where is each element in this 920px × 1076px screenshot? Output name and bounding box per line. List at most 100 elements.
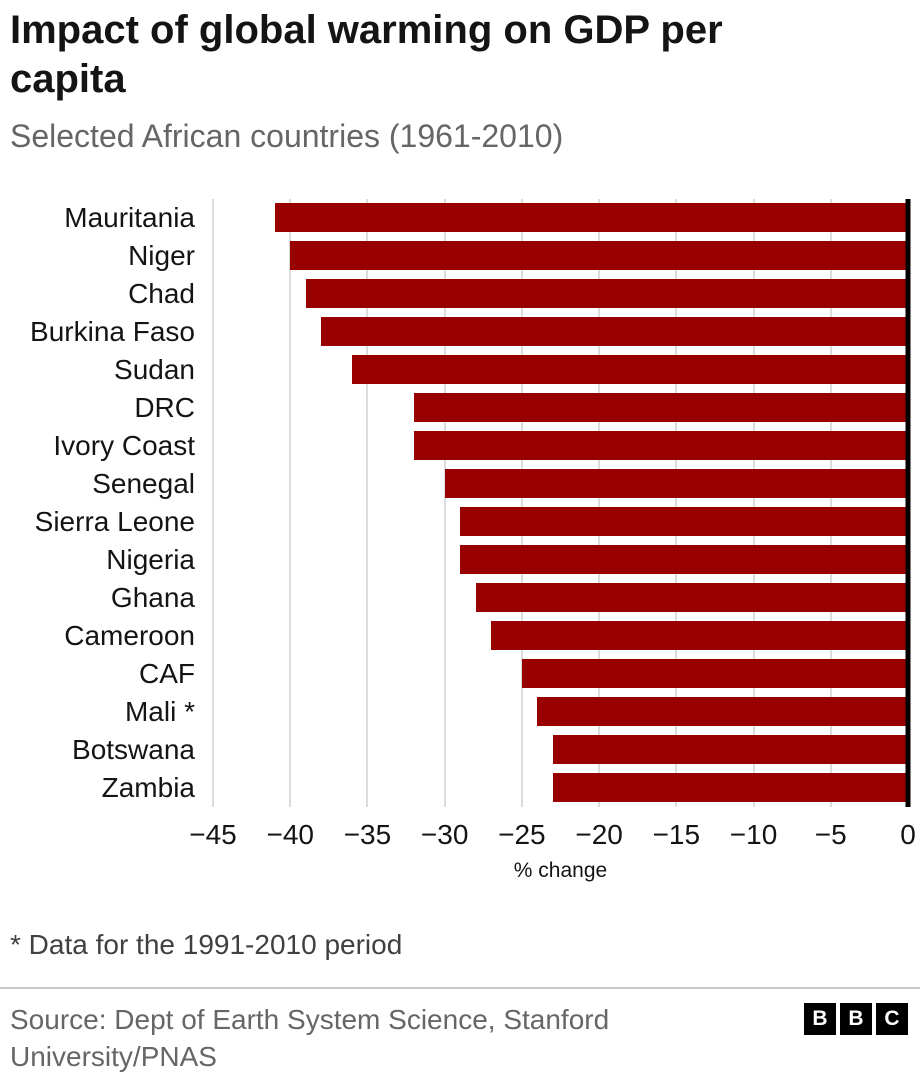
category-label: Zambia — [101, 771, 195, 803]
category-label: Ivory Coast — [53, 429, 195, 461]
category-label: Chad — [128, 277, 195, 309]
bar-track — [213, 507, 908, 537]
bar-track — [213, 469, 908, 499]
chart-row: Sudan — [10, 351, 908, 389]
x-tick-label: −15 — [652, 818, 701, 850]
chart-title: Impact of global warming on GDP per capi… — [10, 8, 723, 101]
zero-baseline — [905, 198, 911, 807]
divider — [0, 986, 920, 989]
category-label: Senegal — [92, 467, 195, 499]
bar — [444, 469, 908, 499]
chart-subtitle: Selected African countries (1961-2010) — [10, 117, 564, 154]
bbc-logo-letter: B — [804, 1002, 836, 1035]
bar-track — [213, 393, 908, 423]
bar — [537, 697, 908, 727]
chart-row: Mauritania — [10, 199, 908, 237]
bar — [290, 241, 908, 271]
gridline — [598, 198, 601, 807]
category-label: Burkina Faso — [30, 315, 195, 347]
gridline — [675, 198, 678, 807]
bar — [460, 507, 908, 537]
bar-track — [213, 317, 908, 347]
x-axis-title: % change — [513, 858, 608, 882]
bar — [413, 393, 908, 423]
chart-row: Botswana — [10, 731, 908, 769]
bar — [460, 545, 908, 575]
bar — [552, 735, 908, 765]
bar — [321, 317, 908, 347]
category-label: Sudan — [114, 353, 195, 385]
x-tick-label: −40 — [266, 818, 314, 850]
x-tick-label: 0 — [900, 818, 916, 850]
bar-track — [213, 583, 908, 613]
chart-row: Zambia — [10, 769, 908, 807]
bar-track — [213, 241, 908, 271]
source-text: Source: Dept of Earth System Science, St… — [10, 1003, 610, 1073]
category-label: Mauritania — [64, 201, 195, 233]
category-label: Niger — [128, 239, 195, 271]
bar — [491, 621, 908, 651]
bar — [305, 279, 908, 309]
chart-row: Nigeria — [10, 541, 908, 579]
category-label: Nigeria — [106, 543, 195, 575]
category-label: Sierra Leone — [34, 505, 195, 537]
gridline — [752, 198, 755, 807]
source-row: Source: Dept of Earth System Science, St… — [0, 1001, 920, 1076]
x-tick-label: −45 — [189, 818, 237, 850]
bar — [552, 773, 908, 803]
chart-row: Niger — [10, 237, 908, 275]
category-label: CAF — [139, 657, 195, 689]
x-tick-label: −20 — [575, 818, 623, 850]
gridline — [829, 198, 832, 807]
x-tick-label: −25 — [498, 818, 546, 850]
chart-row: Senegal — [10, 465, 908, 503]
bar-track — [213, 355, 908, 385]
gridline — [443, 198, 446, 807]
category-label: Cameroon — [64, 619, 195, 651]
bbc-logo-letter: B — [840, 1002, 872, 1035]
x-tick-label: −35 — [343, 818, 392, 850]
bar-track — [213, 279, 908, 309]
bar-track — [213, 735, 908, 765]
x-tick-label: −10 — [729, 818, 778, 850]
bar — [475, 583, 908, 613]
chart-row: DRC — [10, 389, 908, 427]
gridline — [212, 198, 214, 807]
x-tick-label: −30 — [420, 818, 469, 850]
category-label: Botswana — [72, 733, 195, 765]
category-label: Ghana — [110, 581, 195, 613]
chart-row: Chad — [10, 275, 908, 313]
bar — [352, 355, 908, 385]
x-axis: −45 −40 −35 −30 −25 −20 −15 −10 −5 0 — [189, 807, 916, 853]
gridline — [289, 198, 292, 807]
bar-track — [213, 697, 908, 727]
gridlines-layer — [212, 198, 911, 807]
bar-track — [213, 203, 908, 233]
bar-track — [213, 659, 908, 689]
bar-track — [213, 773, 908, 803]
gridline — [520, 198, 523, 807]
bar-rows: Mauritania Niger Chad Burkina Faso Sudan DRC I… — [10, 199, 908, 807]
x-tick-label: −5 — [814, 818, 847, 850]
chart-row: Burkina Faso — [10, 313, 908, 351]
footnote: * Data for the 1991-2010 period — [10, 928, 403, 960]
chart-row: Ghana — [10, 579, 908, 617]
bar-chart: Mauritania Niger Chad Burkina Faso Sudan DRC I… — [0, 198, 920, 883]
category-label: Mali * — [124, 695, 195, 727]
chart-row: Sierra Leone — [10, 503, 908, 541]
chart-row: CAF — [10, 655, 908, 693]
chart-row: Mali * — [10, 693, 908, 731]
category-label: DRC — [134, 391, 195, 423]
gridline — [366, 198, 369, 807]
bar — [413, 431, 908, 461]
bar-track — [213, 431, 908, 461]
bar — [274, 203, 908, 233]
chart-row: Ivory Coast — [10, 427, 908, 465]
plot-area: Mauritania Niger Chad Burkina Faso Sudan DRC I… — [10, 198, 911, 807]
bar — [521, 659, 908, 689]
bbc-logo-letter: C — [876, 1002, 908, 1035]
bar-track — [213, 621, 908, 651]
chart-row: Cameroon — [10, 617, 908, 655]
